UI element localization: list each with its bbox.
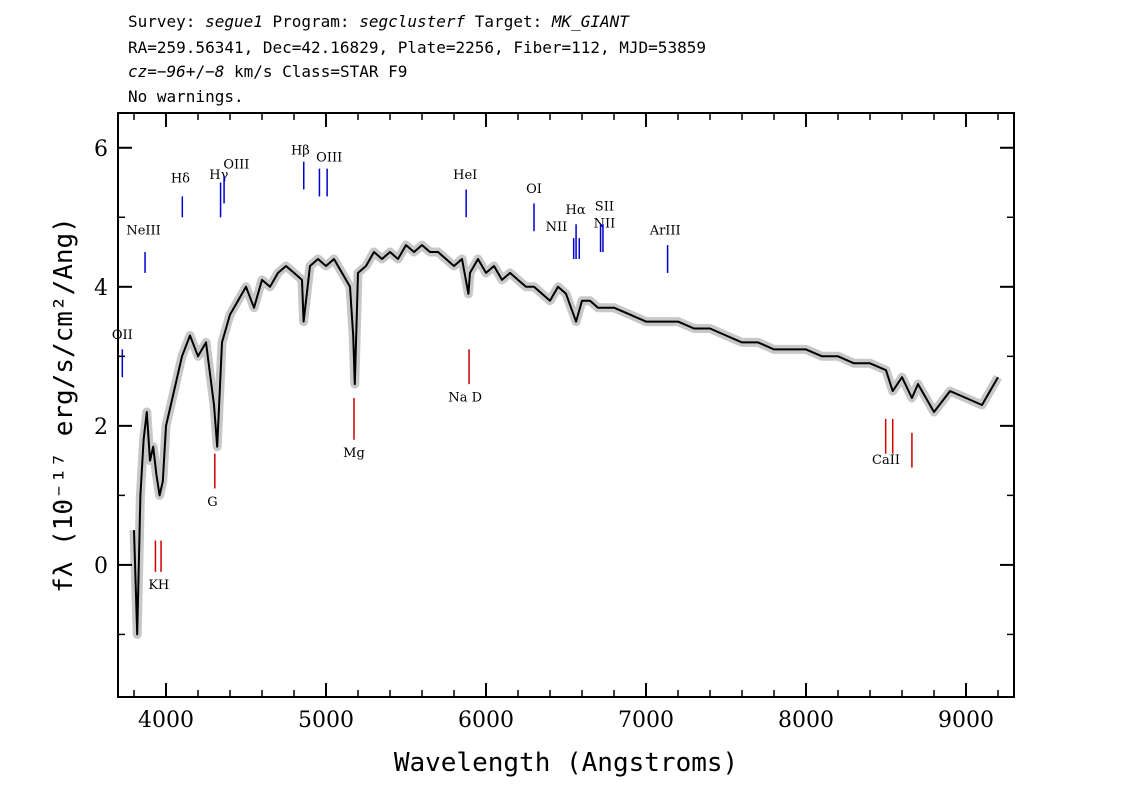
header-line-3: cz=−96+/−8 km/s Class=STAR F9 — [128, 62, 407, 81]
spectral-line-label: K — [148, 578, 158, 593]
y-axis-label: fλ (10⁻¹⁷ erg/s/cm²/Ang) — [49, 217, 79, 593]
cz-error: 8 — [214, 62, 225, 81]
header-line-4: No warnings. — [128, 87, 244, 106]
x-tick-label: 7000 — [618, 708, 674, 733]
cz-value: −96 — [156, 62, 186, 81]
survey-label: Survey: — [128, 12, 206, 31]
target-value: MK_GIANT — [551, 12, 629, 31]
x-tick-label: 9000 — [938, 708, 994, 733]
spectral-line-label: Na D — [448, 391, 482, 406]
spectral-line-label: Mg — [343, 446, 365, 461]
spectral-line-label: NII — [546, 220, 568, 235]
program-value: segclusterf — [359, 12, 466, 31]
spectral-line-label: OI — [526, 182, 542, 197]
program-label: Program: — [262, 12, 360, 31]
y-tick-label: 2 — [94, 415, 108, 440]
spectral-line-label: OII — [112, 328, 133, 343]
axis-ticks: 4000 5000 6000 7000 8000 9000 0 2 4 6 — [94, 113, 1014, 733]
spectral-line-label: Hδ — [171, 172, 190, 187]
survey-value: segue1 — [205, 12, 263, 31]
header-line-1: Survey: segue1 Program: segclusterf Targ… — [128, 12, 629, 31]
target-label: Target: — [465, 12, 552, 31]
spectral-line-label: G — [207, 495, 217, 510]
flux-error-band — [129, 240, 1002, 639]
x-tick-label: 6000 — [458, 708, 514, 733]
x-axis-label: Wavelength (Angstroms) — [394, 748, 738, 778]
spectral-line-label: NII — [594, 217, 616, 232]
x-tick-label: 8000 — [778, 708, 834, 733]
cz-label: cz= — [128, 62, 157, 81]
spectral-line-label: H — [158, 578, 169, 593]
flux-series-line — [133, 244, 999, 636]
spectral-line-label: OIII — [223, 158, 249, 173]
y-tick-label: 4 — [94, 276, 108, 301]
spectral-line-label: ArIII — [649, 224, 681, 239]
header-line-2: RA=259.56341, Dec=42.16829, Plate=2256, … — [128, 38, 706, 57]
spectral-line-label: Hβ — [291, 144, 310, 159]
spectral-line-label: SII — [595, 199, 614, 214]
y-tick-label: 6 — [94, 137, 108, 162]
plot-frame — [117, 112, 1015, 698]
x-tick-label: 4000 — [138, 708, 194, 733]
spectral-line-label: NeIII — [126, 224, 160, 239]
x-tick-label: 5000 — [298, 708, 354, 733]
class-text: km/s Class=STAR F9 — [224, 62, 408, 81]
spectral-line-label: CaII — [872, 453, 900, 468]
cz-plusminus: +/− — [185, 62, 215, 81]
spectral-line-label: HeI — [453, 168, 477, 183]
spectral-line-label: Hα — [566, 203, 586, 218]
y-tick-label: 0 — [94, 554, 108, 579]
spectral-line-label: OIII — [316, 151, 342, 166]
